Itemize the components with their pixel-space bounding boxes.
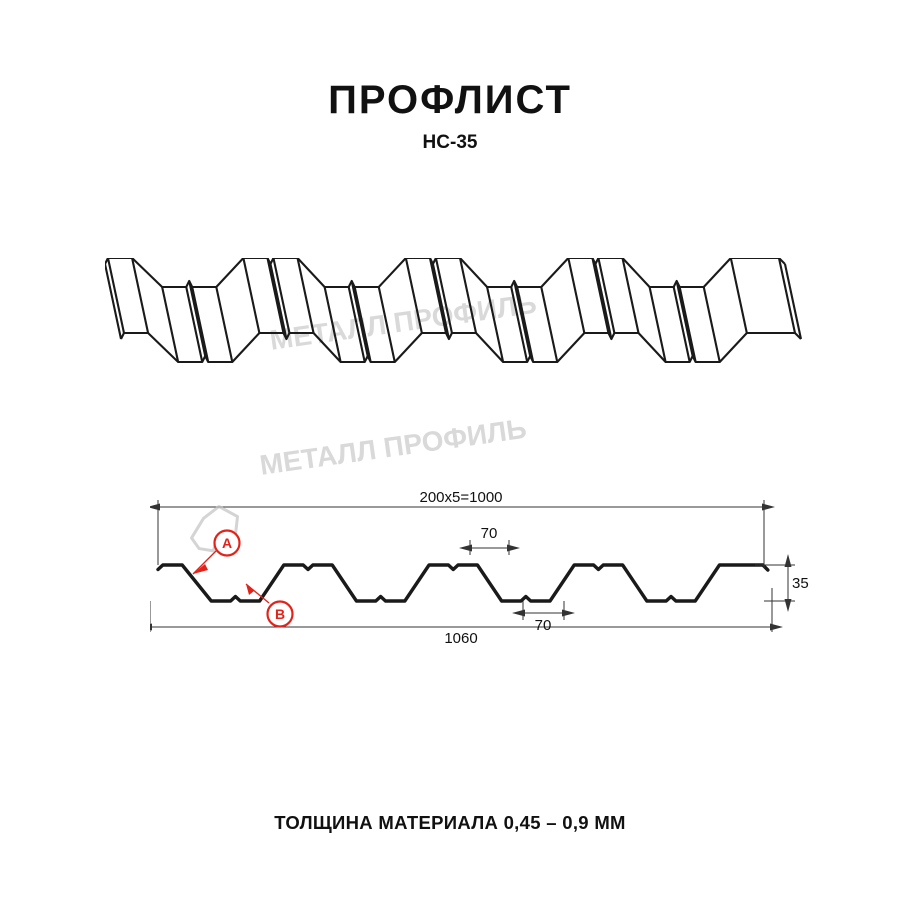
svg-text:B: B — [275, 606, 285, 622]
svg-text:200x5=1000: 200x5=1000 — [420, 489, 503, 506]
svg-text:35: 35 — [792, 575, 809, 592]
svg-text:1060: 1060 — [444, 630, 477, 647]
svg-text:A: A — [222, 535, 232, 551]
svg-text:70: 70 — [535, 617, 552, 634]
svg-text:70: 70 — [481, 525, 498, 542]
